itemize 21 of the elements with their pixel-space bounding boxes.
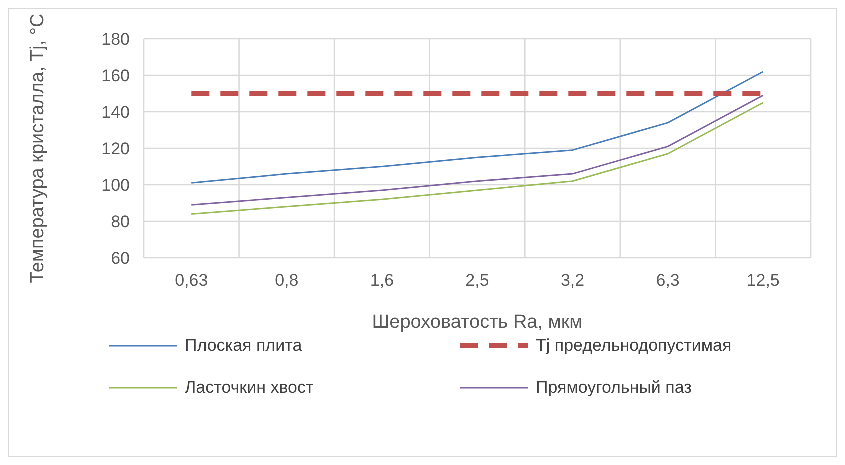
x-tick-label: 0,8 — [275, 271, 299, 290]
x-tick-label: 12,5 — [746, 271, 780, 290]
y-tick-label: 120 — [102, 140, 130, 159]
x-tick-label: 3,2 — [560, 271, 585, 290]
x-tick-label: 2,5 — [466, 271, 490, 290]
x-tick-label: 0,63 — [175, 271, 208, 290]
x-tick-label: 6,3 — [656, 271, 680, 290]
legend-label: Tj предельнодопустимая — [536, 336, 732, 356]
y-tick-label: 180 — [102, 30, 130, 50]
x-tick-label: 1,6 — [370, 271, 394, 290]
legend-label: Ласточкин хвост — [185, 378, 314, 398]
legend-label: Плоская плита — [185, 336, 302, 356]
y-tick-label: 140 — [102, 103, 130, 122]
y-tick-label: 100 — [102, 176, 130, 196]
line-series — [190, 71, 764, 184]
y-axis-title: Температура кристалла, Tj, °C — [28, 14, 49, 284]
y-tick-label: 160 — [102, 66, 130, 86]
legend-label: Прямоугольный паз — [536, 378, 692, 398]
x-axis-title: Шероховатость Ra, мкм — [372, 312, 583, 333]
y-tick-label: 80 — [111, 212, 130, 232]
y-tick-label: 60 — [111, 249, 130, 268]
